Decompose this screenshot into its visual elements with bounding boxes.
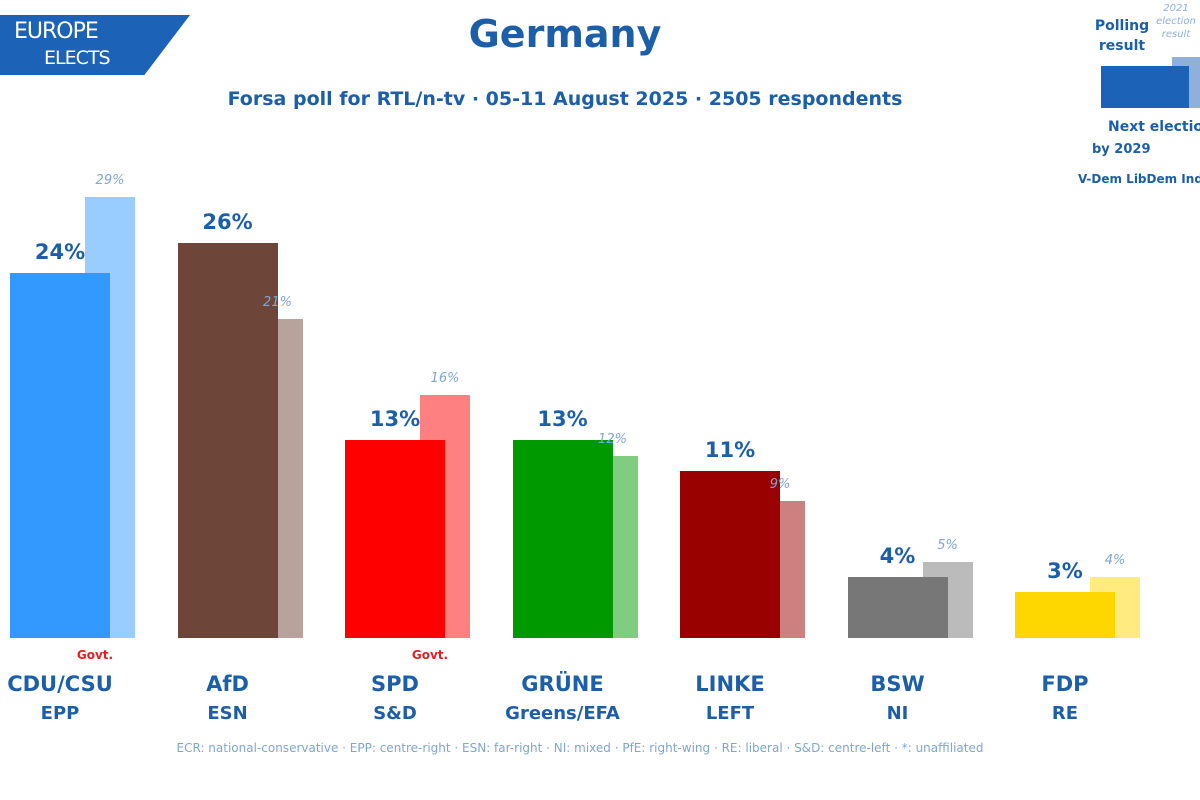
party-group: ESN [207,703,248,724]
polling-value-label: 13% [369,407,421,432]
party-name: GRÜNE [521,672,604,696]
party-group: NI [886,703,909,724]
previous-value-label: 21% [263,294,292,310]
polling-bar [847,577,948,638]
polling-value-label: 26% [202,209,253,234]
party-group: Greens/EFA [505,703,620,724]
next-election-label: Next election: [1108,119,1200,135]
party-name: LINKE [695,672,765,696]
next-election-value: by 2029 [1092,142,1151,157]
chart-subtitle: Forsa poll for RTL/n-tv · 05-11 August 2… [227,88,903,110]
polling-bar [177,242,278,638]
chart-title: Germany [468,12,662,56]
party-group: LEFT [705,703,755,724]
party-group: EPP [40,703,80,724]
party-name: SPD [371,672,419,696]
previous-value-label: 29% [95,173,125,189]
legend-polling-swatch [1101,66,1189,108]
party-name: CDU/CSU [7,672,113,696]
polling-bar [1015,592,1115,638]
govt-label: Govt. [411,648,449,662]
polling-bar [10,273,110,638]
party-name: BSW [870,672,925,696]
europe-elects-logo: EUROPE ELECTS [0,15,190,75]
footnote: ECR: national-conservative · EPP: centre… [176,741,984,755]
vdem-label: V-Dem LibDem Index [1078,172,1200,186]
previous-value-label: 9% [769,477,791,493]
logo-line1: EUROPE [14,19,99,44]
party-name: AfD [206,672,249,696]
party-group: S&D [373,703,417,724]
previous-value-label: 4% [1104,553,1126,569]
polling-value-label: 3% [1047,559,1083,584]
polling-value-label: 24% [34,240,86,265]
polling-value-label: 13% [537,407,588,432]
previous-value-label: 5% [937,538,958,553]
party-group: RE [1051,703,1079,724]
legend-previous-label: 2021 election result [1156,3,1196,40]
party-name: FDP [1041,672,1089,696]
previous-value-label: 12% [598,431,627,447]
polling-value-label: 11% [704,437,756,462]
govt-label: Govt. [76,648,114,662]
legend-polling-label: Polling result [1094,18,1150,54]
polling-bar [680,470,780,638]
polling-bar [512,440,613,638]
previous-value-label: 16% [430,370,460,386]
polling-value-label: 4% [879,544,916,569]
logo-line2: ELECTS [44,47,111,69]
polling-bar [345,440,445,638]
